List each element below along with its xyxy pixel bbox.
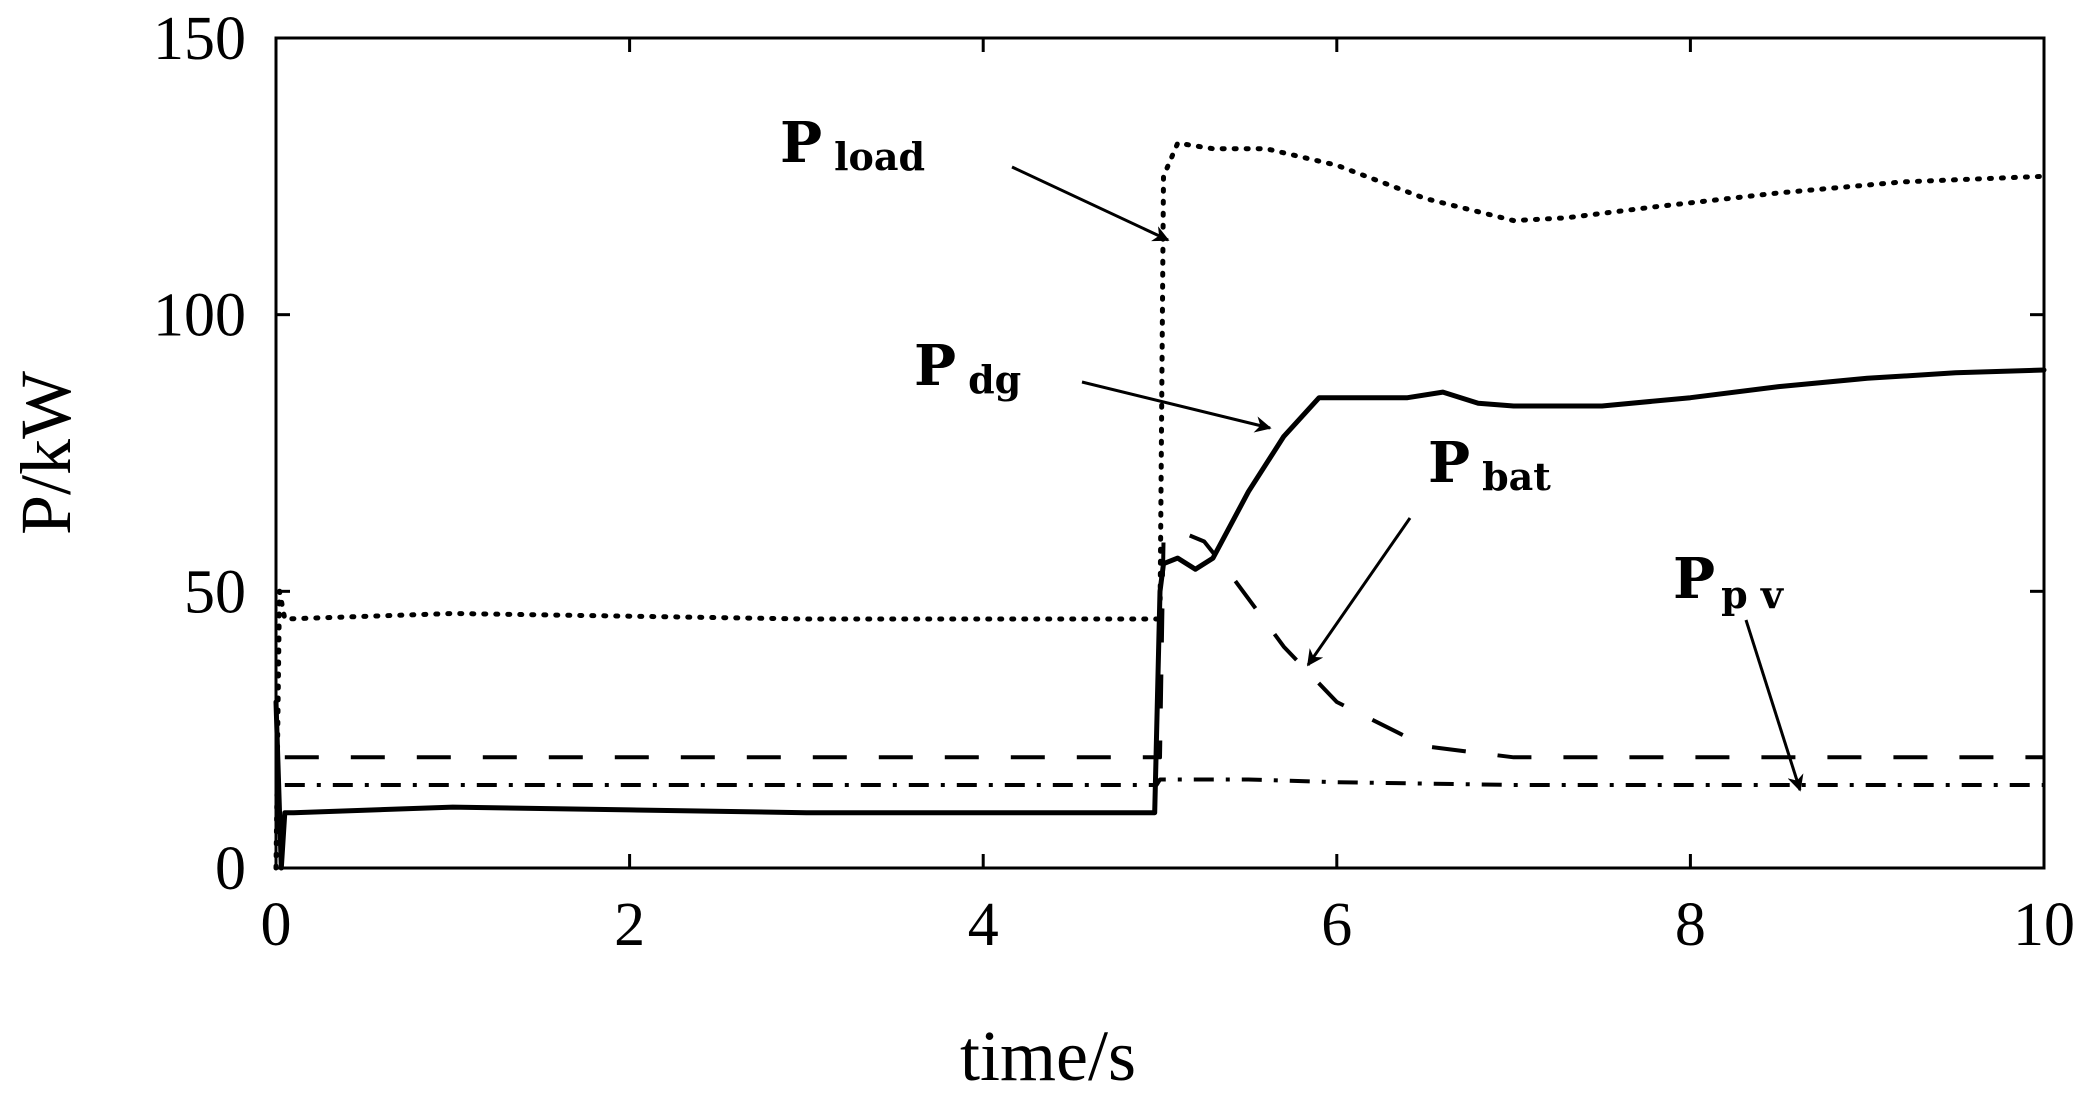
annotation-load-arrow — [1011, 165, 1170, 242]
annotation-bat-arrow — [1306, 517, 1412, 667]
annotation-dg-arrow — [1081, 380, 1272, 433]
x-tick-label-1: 2 — [614, 891, 645, 959]
x-tick-label-0: 0 — [261, 891, 292, 959]
series-line-load — [273, 140, 2047, 871]
x-axis-title: time/s — [960, 1016, 1136, 1096]
series-layer — [273, 140, 2047, 871]
y-tick-label-2: 100 — [153, 282, 246, 350]
svg-text:Pp v: Pp v — [1673, 546, 1785, 617]
y-tick-label-3: 150 — [153, 5, 246, 73]
annotation-bat-label: P — [1428, 430, 1470, 496]
series-line-bat — [284, 528, 2044, 760]
annotation-pv-sub: p v — [1721, 572, 1785, 617]
annotation-pv-label: P — [1673, 546, 1715, 612]
y-axis-title: P/kW — [6, 371, 86, 535]
y-tick-label-0: 0 — [215, 835, 246, 903]
annotation-dg-label: P — [914, 333, 956, 399]
annotation-dg-sub: dg — [968, 357, 1021, 402]
series-line-dg — [273, 367, 2047, 871]
plot-frame — [274, 36, 2046, 870]
annotation-load-label: P — [780, 110, 822, 176]
svg-text:Pdg: Pdg — [914, 333, 1021, 402]
series-line-pv — [284, 777, 2044, 787]
x-tick-label-4: 8 — [1675, 891, 1706, 959]
x-tick-label-5: 10 — [2013, 891, 2075, 959]
x-tick-label-2: 4 — [968, 891, 999, 959]
annotation-bat-sub: bat — [1482, 454, 1551, 499]
annotation-pv-arrow — [1744, 619, 1804, 792]
annotation-load-sub: load — [834, 134, 925, 179]
x-tick-label-3: 6 — [1321, 891, 1352, 959]
y-tick-label-1: 50 — [184, 558, 246, 626]
